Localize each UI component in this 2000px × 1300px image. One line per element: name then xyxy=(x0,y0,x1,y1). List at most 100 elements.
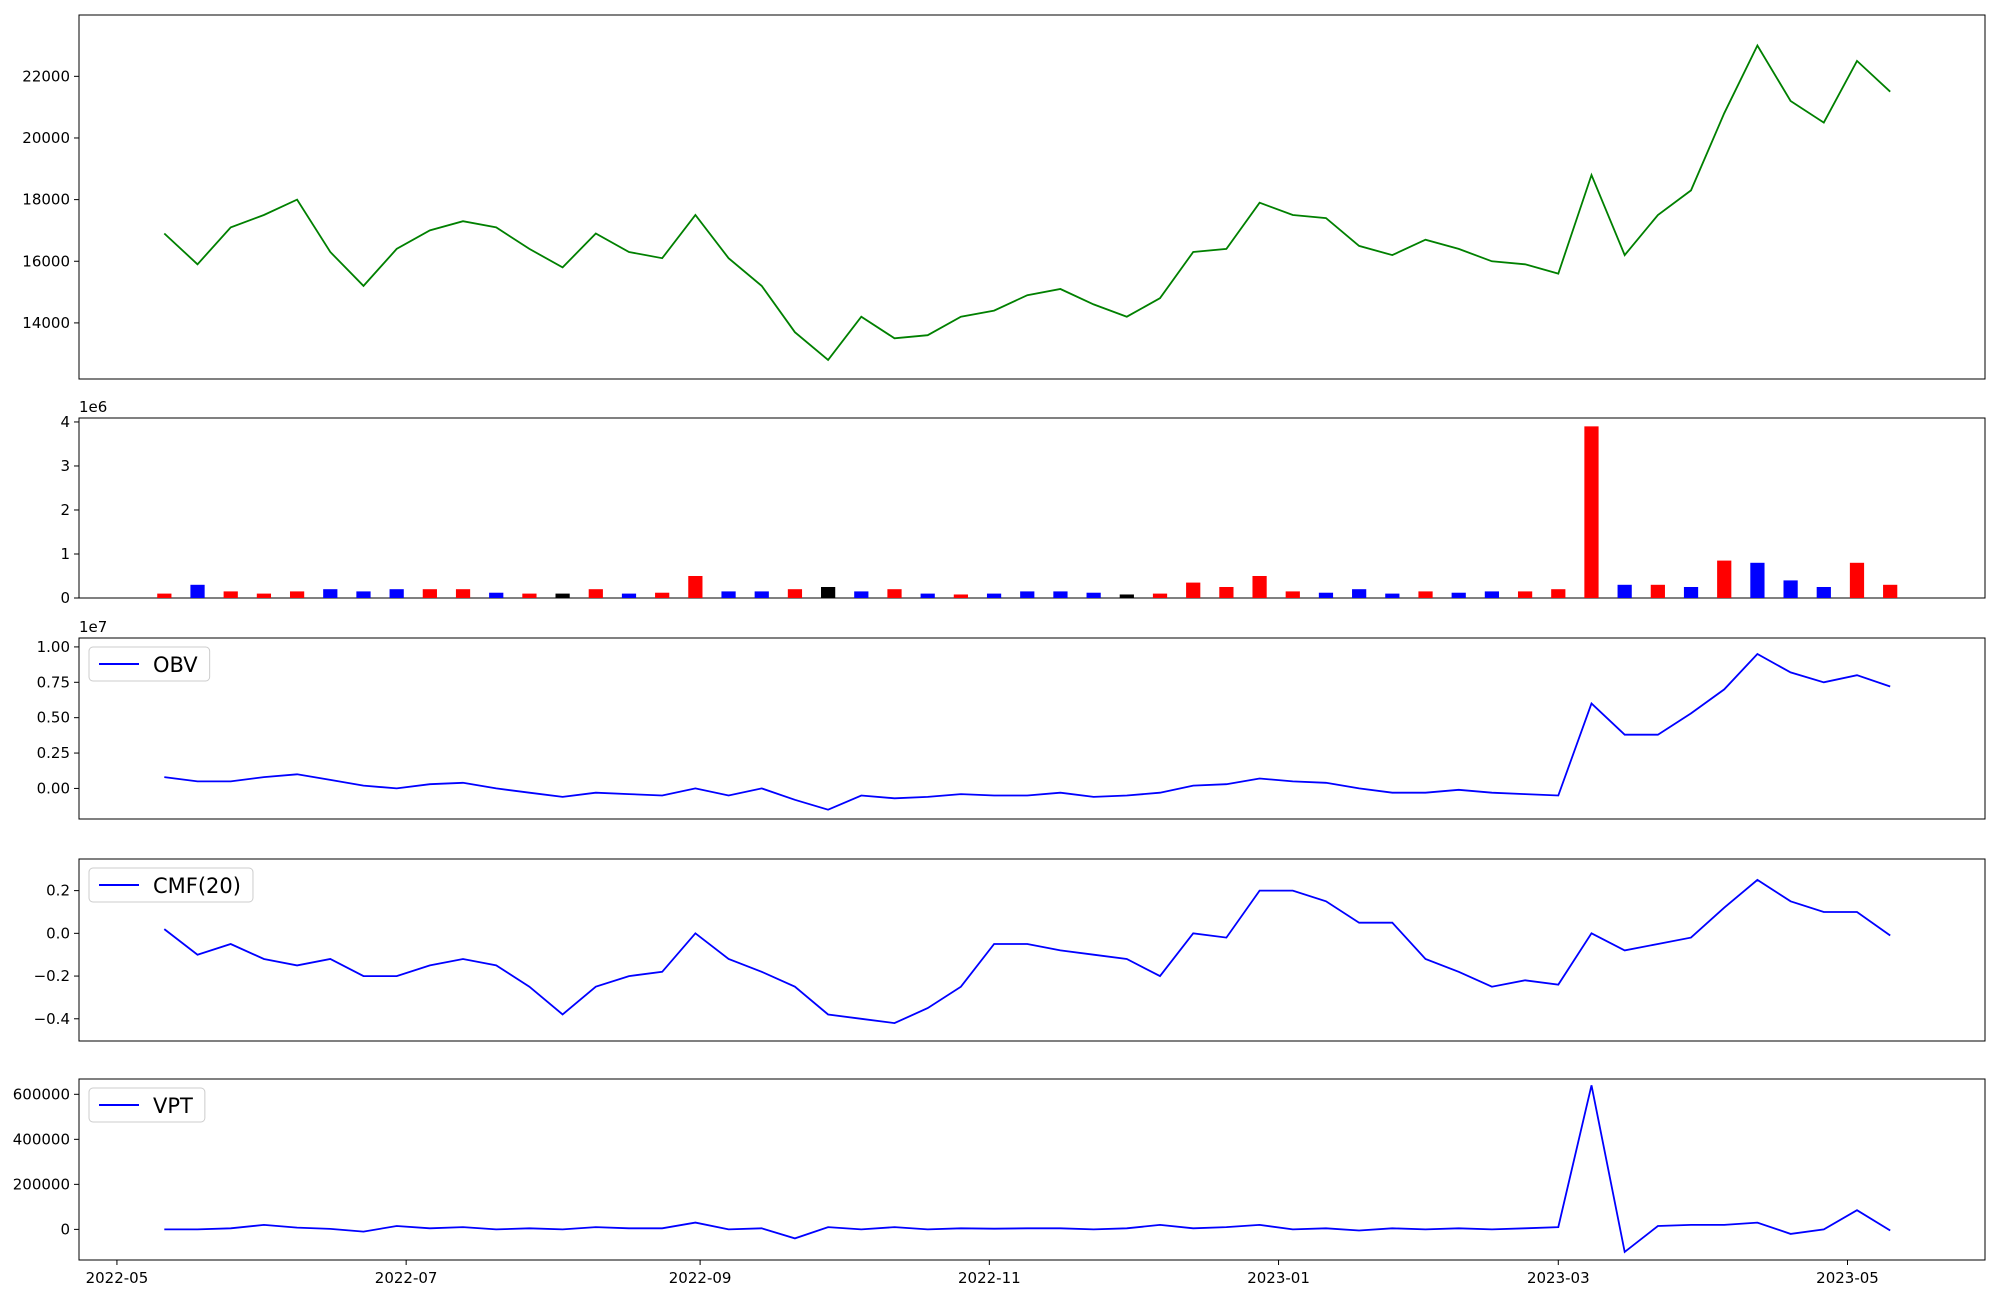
plot-frame xyxy=(78,14,1986,380)
y-tick-label: 400000 xyxy=(13,1130,70,1148)
axis-offset-label: 1e7 xyxy=(79,618,107,636)
volume-bar xyxy=(522,593,537,598)
legend-label: VPT xyxy=(153,1094,193,1118)
volume-bar xyxy=(655,592,670,598)
volume-bar xyxy=(323,589,338,598)
y-tick-label: 1 xyxy=(60,545,70,563)
volume-bar xyxy=(389,589,404,598)
volume-bar xyxy=(1152,593,1168,598)
volume-bar xyxy=(588,589,603,598)
volume-bar xyxy=(721,591,736,598)
x-tick-label: 2023-03 xyxy=(1527,1269,1590,1287)
volume-bar xyxy=(1816,586,1831,598)
legend-label: CMF(20) xyxy=(153,874,241,898)
volume-bar xyxy=(1650,584,1665,598)
y-tick-label: 600000 xyxy=(13,1085,70,1103)
volume-bar xyxy=(1020,591,1035,598)
plot-frame xyxy=(78,1078,1986,1261)
x-tick-label: 2023-01 xyxy=(1247,1269,1310,1287)
volume-bar xyxy=(854,591,869,598)
volume-bar xyxy=(1883,584,1898,598)
volume-bar xyxy=(555,593,570,598)
volume-bar xyxy=(787,589,803,598)
volume-bar xyxy=(920,593,935,598)
x-tick-label: 2023-05 xyxy=(1816,1269,1879,1287)
y-tick-label: 200000 xyxy=(13,1175,70,1193)
plot-frame xyxy=(78,858,1986,1042)
y-tick-label: 0 xyxy=(60,589,70,607)
series-line xyxy=(163,43,1891,362)
volume-bar xyxy=(1551,589,1566,598)
volume-bar xyxy=(1717,560,1732,598)
legend-box xyxy=(88,1087,206,1123)
y-tick-label: 16000 xyxy=(22,252,70,270)
volume-bar xyxy=(1186,582,1201,598)
volume-bar xyxy=(356,591,371,598)
y-tick-label: 3 xyxy=(60,457,70,475)
y-tick-label: 0.00 xyxy=(37,779,70,797)
volume-bar xyxy=(621,593,637,598)
x-tick-label: 2022-09 xyxy=(669,1269,732,1287)
volume-bar xyxy=(256,593,272,598)
volume-bar xyxy=(1849,562,1865,598)
y-tick-label: −0.2 xyxy=(34,967,70,985)
series-line xyxy=(163,878,1891,1025)
volume-bar xyxy=(1683,586,1699,598)
volume-bar xyxy=(887,589,902,598)
y-tick-label: 22000 xyxy=(22,67,70,85)
y-tick-label: 18000 xyxy=(22,191,70,209)
y-tick-label: 1.00 xyxy=(37,638,70,656)
y-tick-label: 0.50 xyxy=(37,709,70,727)
volume-bar xyxy=(1617,584,1632,598)
volume-bar xyxy=(1418,591,1433,598)
volume-bar xyxy=(422,589,437,598)
axis-offset-label: 1e6 xyxy=(79,398,107,416)
y-tick-label: −0.4 xyxy=(34,1010,70,1028)
volume-bar xyxy=(157,593,172,598)
x-tick-label: 2022-07 xyxy=(375,1269,438,1287)
volume-bar xyxy=(953,594,968,598)
volume-bar xyxy=(1252,575,1267,598)
legend-box xyxy=(88,867,254,903)
plot-frame xyxy=(78,637,1986,820)
volume-bar xyxy=(821,586,836,598)
x-tick-label: 2022-05 xyxy=(86,1269,149,1287)
volume-bar xyxy=(1750,562,1765,598)
volume-bar xyxy=(489,592,504,598)
volume-bar xyxy=(1584,426,1599,598)
y-tick-label: 0 xyxy=(60,1220,70,1238)
plot-frame xyxy=(78,417,1986,599)
y-tick-label: 14000 xyxy=(22,314,70,332)
volume-bar xyxy=(1285,591,1300,598)
volume-bar xyxy=(1318,592,1334,598)
x-tick-label: 2022-11 xyxy=(958,1269,1021,1287)
y-tick-label: 0.0 xyxy=(46,924,70,942)
series-line xyxy=(164,652,1891,811)
volume-bar xyxy=(754,591,769,598)
volume-bar xyxy=(1053,591,1068,598)
volume-bar xyxy=(1783,580,1798,598)
y-tick-label: 2 xyxy=(60,501,70,519)
volume-bar xyxy=(1451,592,1466,598)
volume-bar xyxy=(455,589,471,598)
volume-bar xyxy=(1086,592,1101,598)
volume-bar xyxy=(1119,594,1134,598)
y-tick-label: 0.2 xyxy=(46,882,70,900)
y-tick-label: 0.25 xyxy=(37,744,70,762)
series-line xyxy=(164,1085,1891,1254)
volume-bar xyxy=(289,591,305,598)
volume-bar xyxy=(1385,593,1400,598)
volume-bar xyxy=(1352,589,1367,598)
volume-bar xyxy=(1219,586,1234,598)
volume-bar xyxy=(1517,591,1533,598)
legend-label: OBV xyxy=(153,653,198,677)
volume-bar xyxy=(986,593,1002,598)
y-tick-label: 20000 xyxy=(22,129,70,147)
volume-bar xyxy=(688,575,703,598)
y-tick-label: 0.75 xyxy=(37,673,70,691)
legend-box xyxy=(88,646,211,682)
volume-bar xyxy=(1484,591,1500,598)
volume-bar xyxy=(190,584,205,598)
